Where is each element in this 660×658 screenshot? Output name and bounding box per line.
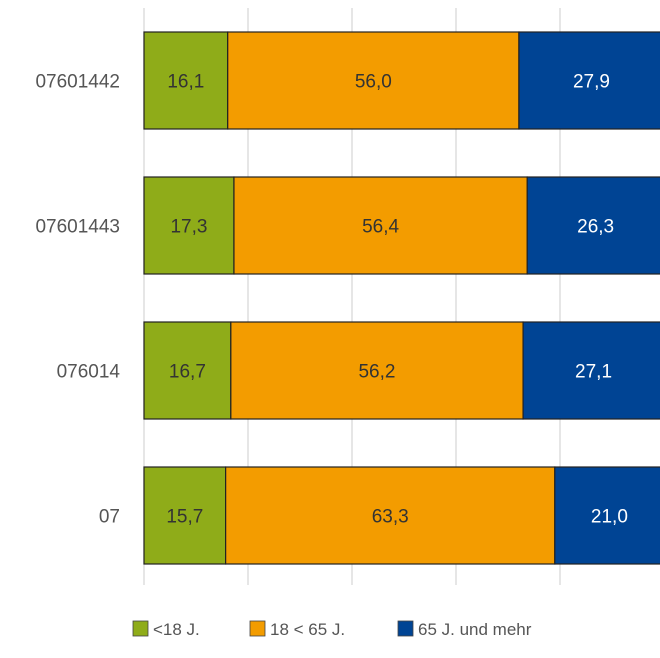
data-label: 16,7 [169, 362, 206, 383]
bars [143, 31, 660, 565]
legend-label: 65 J. und mehr [418, 620, 532, 639]
bar-segment [143, 31, 229, 130]
legend-swatch [397, 620, 414, 637]
legend-label: <18 J. [153, 620, 200, 639]
category-label: 07601442 [35, 72, 120, 93]
bar-segment [233, 176, 528, 275]
bar-segment [227, 31, 520, 130]
data-label: 63,3 [372, 507, 409, 528]
data-label: 56,2 [358, 362, 395, 383]
bar-segment [554, 466, 660, 565]
legend-label: 18 < 65 J. [270, 620, 345, 639]
bar-segment [143, 466, 227, 565]
category-label: 07 [99, 507, 120, 528]
category-label: 076014 [57, 362, 121, 383]
data-label: 16,1 [167, 72, 204, 93]
data-label: 15,7 [166, 507, 203, 528]
legend: <18 J. 18 < 65 J. 65 J. und mehr [132, 620, 532, 639]
bar-segment [518, 31, 660, 130]
bar-segment [526, 176, 660, 275]
data-label: 17,3 [170, 217, 207, 238]
bar-segment [522, 321, 660, 420]
data-labels: 16,1 56,0 27,9 17,3 56,4 26,3 16,7 56,2 27,1 15,7… [166, 72, 628, 528]
data-label: 56,0 [355, 72, 392, 93]
data-label: 27,1 [575, 362, 612, 383]
category-labels: 07601442 07601443 076014 07 [35, 72, 120, 528]
data-label: 27,9 [573, 72, 610, 93]
bar-segment [143, 176, 235, 275]
data-label: 21,0 [591, 507, 628, 528]
bar-segment [143, 321, 232, 420]
bar-segment [225, 466, 556, 565]
legend-swatch [249, 620, 266, 637]
bar-segment [230, 321, 524, 420]
category-label: 07601443 [35, 217, 120, 238]
data-label: 56,4 [362, 217, 399, 238]
data-label: 26,3 [577, 217, 614, 238]
legend-swatch [132, 620, 149, 637]
